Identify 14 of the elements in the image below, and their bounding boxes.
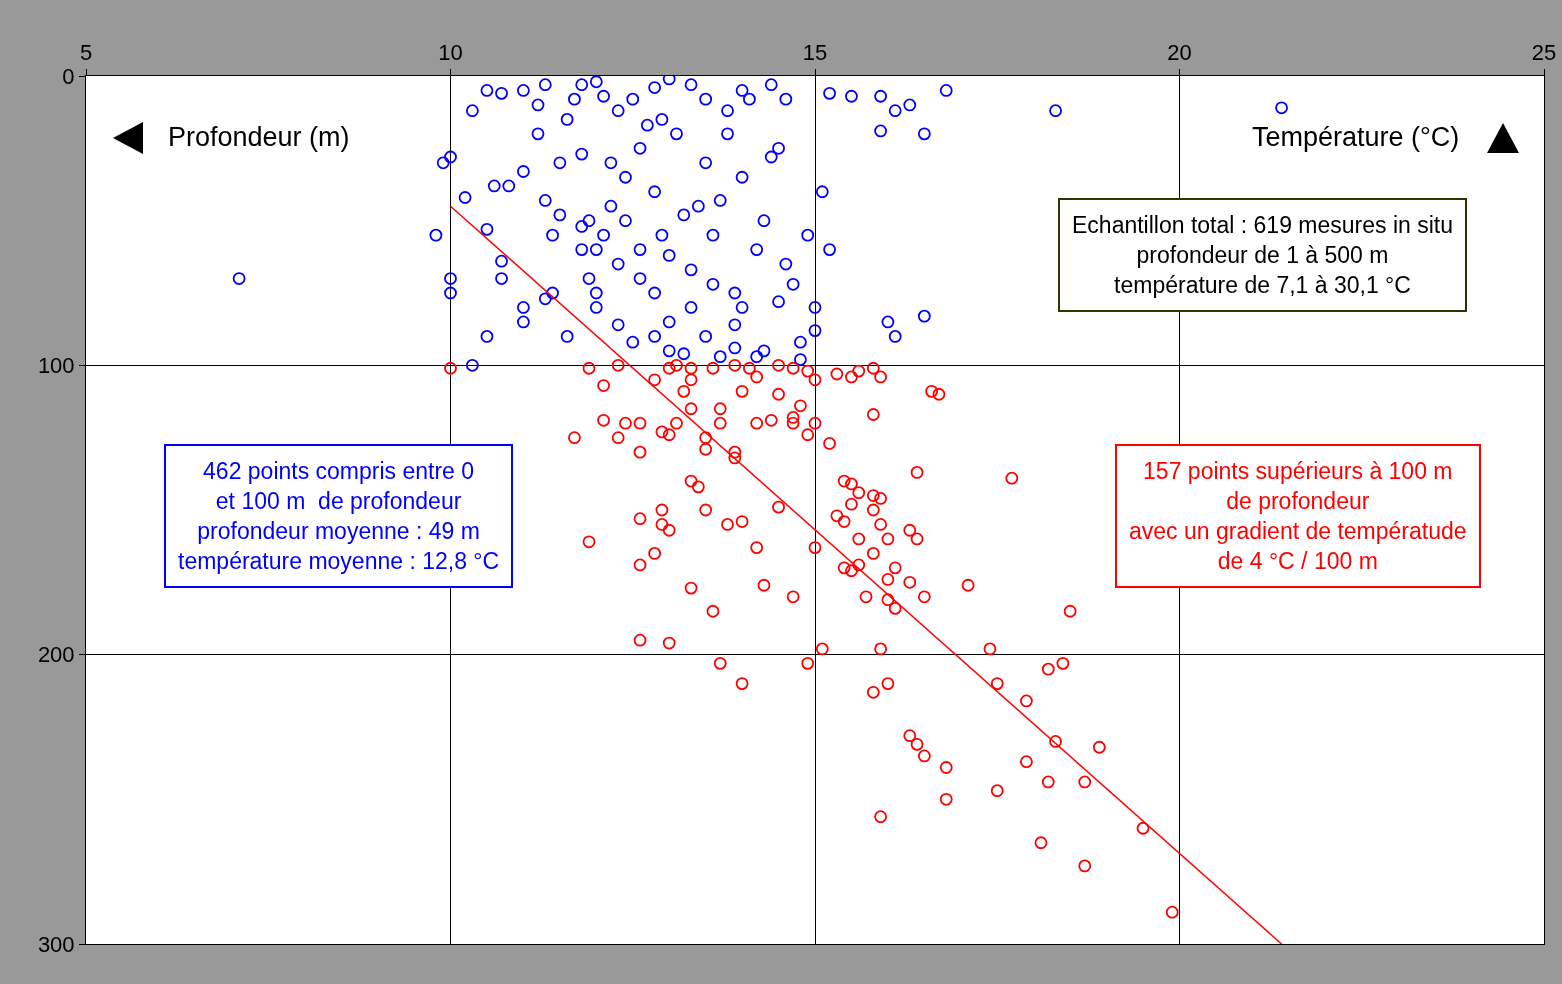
x-tick-label: 15 (802, 40, 828, 66)
y-tick-label: 0 (62, 63, 75, 89)
x-axis-title: Température (°C) (1252, 122, 1460, 152)
x-tick-label: 10 (438, 40, 463, 66)
annotation: Echantillon total : 619 mesures in situ profondeur de 1 à 500 m température de 7,1 à 30,1 °C (1072, 212, 1453, 298)
x-tick-label: 20 (1167, 40, 1192, 66)
x-tick-label: 25 (1531, 40, 1557, 66)
annotation: 157 points supérieurs à 100 m de profondeur avec un gradient de températude de 4 °C / 100 m (1129, 458, 1467, 574)
annotation: 462 points compris entre 0 et 100 m de profondeur profondeur moyenne : 49 m température moyenne : 12,8 °C (178, 458, 500, 574)
y-axis-title: Profondeur (m) (168, 122, 350, 152)
x-tick-label: 5 (79, 40, 93, 66)
y-tick-label: 100 (37, 353, 75, 379)
y-tick-label: 300 (37, 931, 75, 957)
y-tick-label: 200 (37, 642, 75, 668)
